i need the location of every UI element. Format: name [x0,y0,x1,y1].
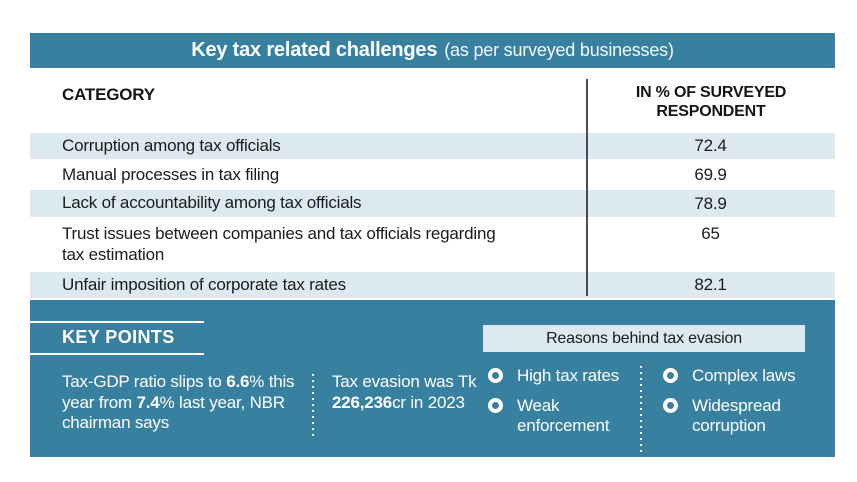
reason-label: Weak enforcement [517,395,610,436]
reasons-heading: Reasons behind tax evasion [546,329,742,347]
kp2-value: 226,236 [332,392,393,412]
row-value: 78.9 [694,193,727,213]
page-title: Key tax related challenges [191,39,438,61]
row-category: Trust issues between companies and tax o… [62,224,496,264]
reason-label: High tax rates [517,366,620,385]
table-row: Unfair imposition of corporate tax rates… [30,272,835,298]
key-point-tax-gdp: Tax-GDP ratio slips to 6.6% this year fr… [62,372,305,434]
dotted-separator [312,374,314,436]
table-row: Lack of accountability among tax officia… [30,190,835,217]
row-category: Unfair imposition of corporate tax rates [62,274,346,294]
row-value: 82.1 [694,275,727,294]
bullet-ring-icon [488,397,503,413]
bullet-ring-icon [663,368,678,383]
table-row: Manual processes in tax filing 69.9 [30,161,835,189]
title-bar: Key tax related challenges (as per surve… [30,33,835,68]
column-header-value: IN % OF SURVEYED RESPONDENT [635,84,787,120]
row-value: 65 [701,224,720,243]
reason-label: Widespread corruption [692,395,781,436]
reason-label: Complex laws [692,366,796,385]
kp1-text: Tax-GDP ratio slips to [62,372,227,391]
key-point-tax-evasion: Tax evasion was Tk 226,236cr in 2023 [332,372,482,413]
reason-item: High tax rates [488,366,640,387]
kp2-text: cr in 2023 [392,392,465,412]
bullet-ring-icon [488,368,503,383]
reasons-column-a: High tax rates Weak enforcement [488,366,640,446]
row-category: Lack of accountability among tax officia… [62,193,362,213]
reason-item: Complex laws [663,366,815,387]
reasons-heading-box: Reasons behind tax evasion [483,325,805,352]
kp1-text: % this year from [62,372,295,412]
reason-item: Widespread corruption [663,396,815,437]
key-points-panel: KEY POINTS Tax-GDP ratio slips to 6.6% t… [30,300,835,457]
dotted-separator [640,366,642,454]
bullet-ring-icon [663,397,678,413]
row-value: 69.9 [694,165,727,184]
page-subtitle: (as per surveyed businesses) [444,40,674,60]
table-row: Corruption among tax officials 72.4 [30,133,835,159]
reasons-column-b: Complex laws Widespread corruption [663,366,815,446]
kp1-text: % last year, NBR chairman says [62,392,285,433]
row-value: 72.4 [694,136,727,155]
column-divider [586,79,588,296]
table-row: Trust issues between companies and tax o… [30,219,835,272]
kp1-value-1: 6.6 [226,372,250,391]
kp2-text: Tax evasion was Tk [332,372,477,391]
row-category: Corruption among tax officials [62,135,281,155]
row-category: Manual processes in tax filing [62,164,280,184]
reason-item: Weak enforcement [488,396,640,437]
kp1-value-2: 7.4 [136,392,160,412]
column-header-category: CATEGORY [62,85,155,104]
key-points-heading-block: KEY POINTS [30,321,204,355]
key-points-heading: KEY POINTS [62,327,175,347]
